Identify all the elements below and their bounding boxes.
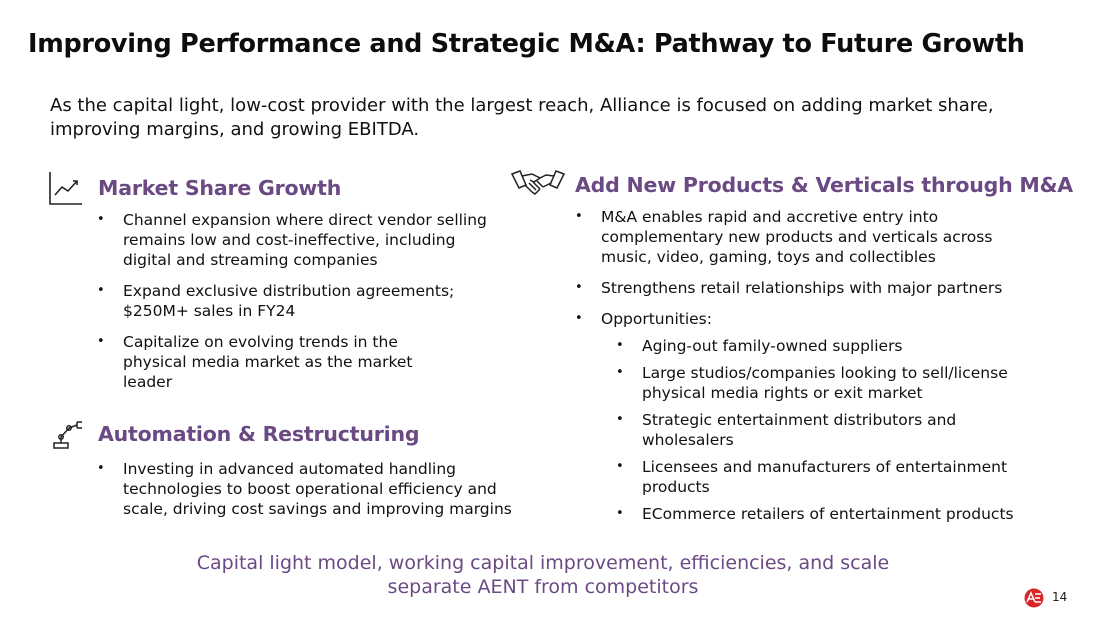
footer-note-line1: Capital light model, working capital imp… xyxy=(196,552,890,574)
footer-note: Capital light model, working capital imp… xyxy=(140,551,946,599)
mna-list: M&A enables rapid and accretive entry in… xyxy=(575,207,1045,524)
page-number: 14 xyxy=(1052,590,1068,604)
mna-header: Add New Products & Verticals through M&A xyxy=(510,168,1073,202)
opportunities-label: Opportunities: xyxy=(601,310,712,328)
list-item: Channel expansion where direct vendor se… xyxy=(97,210,487,270)
company-logo-icon xyxy=(1023,588,1045,612)
list-item: M&A enables rapid and accretive entry in… xyxy=(575,207,1045,267)
list-item: ECommerce retailers of entertainment pro… xyxy=(616,504,1045,524)
list-item: Strategic entertainment distributors and… xyxy=(616,410,996,450)
intro-text: As the capital light, low-cost provider … xyxy=(50,95,994,140)
list-item: Aging-out family-owned suppliers xyxy=(616,336,1045,356)
robot-arm-icon xyxy=(52,418,86,450)
list-item: Expand exclusive distribution agreements… xyxy=(97,281,487,321)
list-item: Large studios/companies looking to sell/… xyxy=(616,363,1045,403)
market-share-list: Channel expansion where direct vendor se… xyxy=(97,210,487,392)
list-item: Licensees and manufacturers of entertain… xyxy=(616,457,1036,497)
footer-note-line2: separate AENT from competitors xyxy=(387,576,699,598)
automation-title: Automation & Restructuring xyxy=(98,422,420,446)
market-share-header: Market Share Growth xyxy=(48,170,341,206)
list-item: Capitalize on evolving trends in the phy… xyxy=(97,332,457,392)
list-item: Investing in advanced automated handling… xyxy=(97,459,512,519)
mna-title: Add New Products & Verticals through M&A xyxy=(575,173,1073,197)
slide-title: Improving Performance and Strategic M&A:… xyxy=(28,29,1025,59)
list-item: Opportunities: Aging-out family-owned su… xyxy=(575,309,1045,524)
handshake-icon xyxy=(510,168,566,202)
opportunities-list: Aging-out family-owned suppliers Large s… xyxy=(616,336,1045,524)
market-share-title: Market Share Growth xyxy=(98,176,342,200)
automation-header: Automation & Restructuring xyxy=(52,418,420,450)
automation-list: Investing in advanced automated handling… xyxy=(97,459,512,519)
line-chart-icon xyxy=(48,170,84,206)
list-item: Strengthens retail relationships with ma… xyxy=(575,278,1045,298)
